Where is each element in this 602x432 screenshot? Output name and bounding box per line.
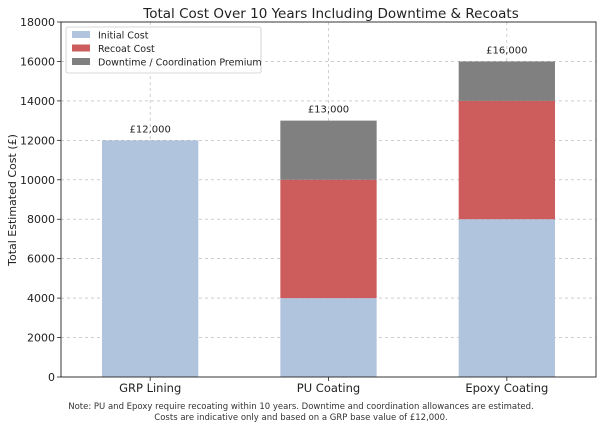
y-tick-label: 14000 xyxy=(20,95,55,108)
y-tick-label: 18000 xyxy=(20,16,55,29)
footnote-line-2: Costs are indicative only and based on a… xyxy=(154,413,448,423)
y-tick-label: 16000 xyxy=(20,55,55,68)
x-tick-label: Epoxy Coating xyxy=(465,381,548,395)
legend-label: Initial Cost xyxy=(98,31,149,42)
y-axis-label: Total Estimated Cost (£) xyxy=(6,134,19,267)
bars: £12,000 £13,000 £16,000 xyxy=(102,45,555,377)
legend-label: Downtime / Coordination Premium xyxy=(98,58,262,69)
bar-recoat-cost xyxy=(280,179,377,299)
bar-total-label: £12,000 xyxy=(129,124,170,135)
x-tick-label: PU Coating xyxy=(297,381,360,395)
y-tick-label: 6000 xyxy=(27,253,55,266)
bar-downtime-coordination-premium xyxy=(458,61,555,101)
legend-swatch xyxy=(72,58,90,65)
y-tick-label: 8000 xyxy=(27,213,55,226)
bar-initial-cost xyxy=(280,298,377,377)
legend-swatch xyxy=(72,31,90,38)
axes: 0 2000 4000 6000 8000 10000 12000 14000 16000 180… xyxy=(20,16,597,395)
legend-box xyxy=(65,26,262,74)
legend: Initial Cost Recoat Cost Downtime / Coordi… xyxy=(65,26,262,74)
y-tick-label: 0 xyxy=(48,371,55,384)
legend-swatch xyxy=(72,44,90,52)
y-tick-label: 2000 xyxy=(27,332,55,345)
y-tick-label: 10000 xyxy=(20,174,55,187)
bar-total-label: £13,000 xyxy=(308,105,349,116)
legend-label: Recoat Cost xyxy=(98,44,155,55)
bar-recoat-cost xyxy=(458,100,555,220)
y-tick-label: 4000 xyxy=(27,292,55,305)
y-tick-label: 12000 xyxy=(20,134,55,147)
bar-initial-cost xyxy=(458,219,555,377)
x-tick-label: GRP Lining xyxy=(119,381,181,395)
bar-initial-cost xyxy=(102,140,199,377)
chart-title: Total Cost Over 10 Years Including Downt… xyxy=(142,6,519,22)
footnote-line-1: Note: PU and Epoxy require recoating wit… xyxy=(68,402,534,412)
bar-downtime-coordination-premium xyxy=(280,120,377,180)
plot-frame xyxy=(60,21,597,378)
footnote: Note: PU and Epoxy require recoating wit… xyxy=(0,402,602,424)
bar-total-label: £16,000 xyxy=(486,45,527,56)
